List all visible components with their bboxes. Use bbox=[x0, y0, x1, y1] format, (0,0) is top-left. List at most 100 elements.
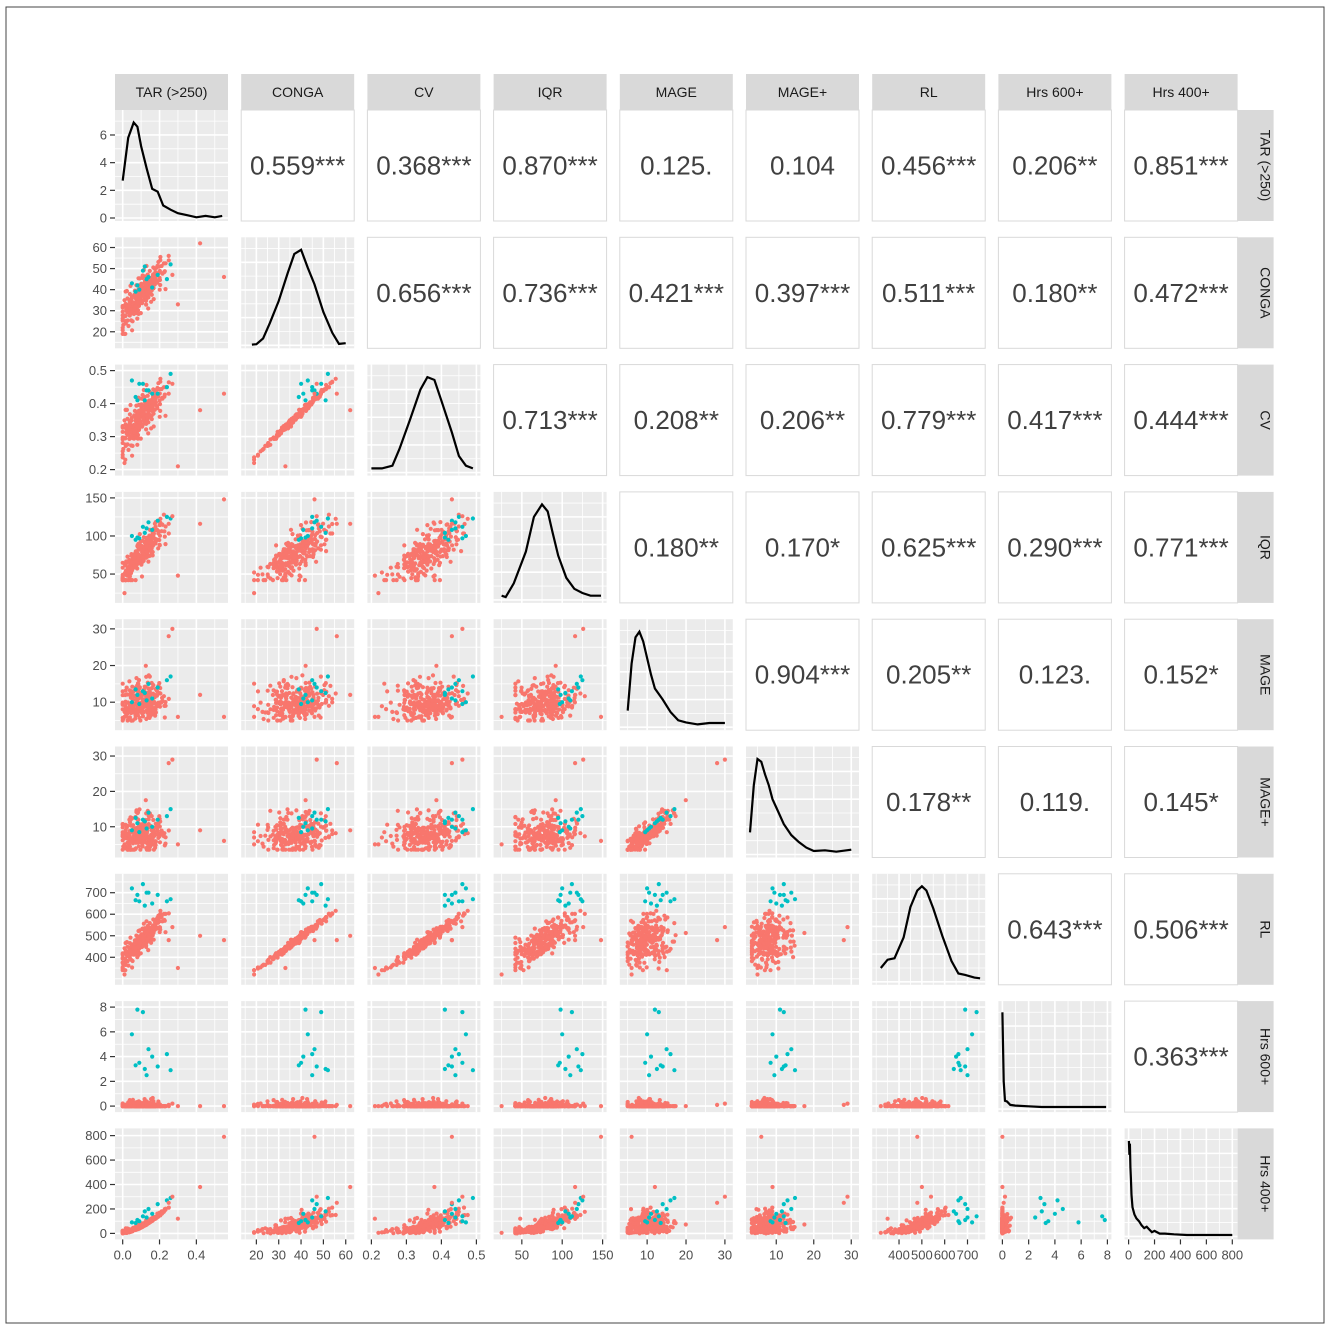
data-point bbox=[137, 686, 142, 691]
data-point bbox=[278, 706, 284, 712]
data-point bbox=[124, 832, 129, 837]
data-point bbox=[536, 705, 541, 710]
data-point bbox=[558, 808, 563, 813]
data-point bbox=[296, 815, 301, 821]
data-point bbox=[421, 566, 427, 571]
data-point bbox=[537, 694, 542, 699]
data-point bbox=[133, 898, 138, 903]
data-point bbox=[420, 532, 425, 537]
data-point bbox=[394, 833, 399, 838]
data-point bbox=[418, 828, 423, 833]
data-point bbox=[135, 821, 140, 826]
correlation-label: 0.771*** bbox=[1133, 532, 1228, 562]
data-point bbox=[252, 842, 257, 847]
data-point bbox=[385, 689, 390, 694]
data-point bbox=[573, 634, 578, 639]
data-point bbox=[163, 542, 168, 547]
data-point bbox=[287, 690, 292, 696]
data-point bbox=[142, 819, 147, 824]
data-point bbox=[421, 839, 427, 844]
data-point bbox=[133, 815, 138, 821]
data-point bbox=[145, 393, 150, 398]
data-point bbox=[390, 572, 395, 577]
data-point bbox=[133, 289, 138, 294]
data-point bbox=[273, 556, 278, 561]
correlation-label: 0.851*** bbox=[1133, 151, 1228, 181]
data-point bbox=[268, 955, 273, 960]
data-point bbox=[313, 842, 318, 847]
data-point bbox=[285, 422, 290, 428]
panel-tar-250-vs-iqr: 0.870*** bbox=[493, 109, 608, 222]
data-point bbox=[558, 821, 563, 826]
data-point bbox=[539, 817, 544, 822]
data-point bbox=[548, 715, 553, 720]
data-point bbox=[293, 839, 298, 844]
panel-tar-250-vs-conga: 0.559*** bbox=[240, 109, 355, 222]
data-point bbox=[127, 313, 132, 318]
data-point bbox=[276, 832, 281, 837]
data-point bbox=[395, 688, 400, 693]
data-point bbox=[432, 828, 437, 833]
data-point bbox=[540, 716, 545, 721]
data-point bbox=[146, 842, 151, 848]
data-point bbox=[408, 559, 413, 564]
data-point bbox=[122, 298, 127, 303]
data-point bbox=[432, 692, 437, 698]
data-point bbox=[129, 417, 134, 423]
data-point bbox=[120, 681, 125, 686]
data-point bbox=[170, 626, 175, 632]
data-point bbox=[144, 549, 149, 555]
data-point bbox=[164, 277, 169, 282]
data-point bbox=[198, 241, 203, 246]
data-point bbox=[650, 817, 656, 822]
data-point bbox=[546, 814, 552, 819]
data-point bbox=[144, 831, 149, 836]
correlation-panel bbox=[997, 109, 1112, 222]
data-point bbox=[518, 842, 523, 847]
data-point bbox=[537, 824, 542, 830]
data-point bbox=[456, 678, 461, 683]
data-point bbox=[328, 683, 333, 689]
data-point bbox=[319, 381, 324, 386]
data-point bbox=[532, 710, 538, 715]
data-point bbox=[578, 831, 583, 836]
data-point bbox=[683, 798, 688, 803]
data-point bbox=[311, 834, 316, 839]
data-point bbox=[449, 714, 454, 720]
panel-mage-vs-conga bbox=[241, 746, 355, 858]
data-point bbox=[122, 709, 127, 715]
data-point bbox=[141, 535, 146, 540]
data-point bbox=[140, 882, 145, 887]
data-point bbox=[170, 925, 175, 930]
data-point bbox=[124, 431, 129, 436]
data-point bbox=[414, 686, 419, 691]
data-point bbox=[158, 408, 163, 413]
data-point bbox=[147, 935, 152, 940]
data-point bbox=[445, 832, 450, 837]
data-point bbox=[303, 407, 308, 412]
data-point bbox=[310, 678, 315, 683]
data-point bbox=[134, 676, 139, 681]
data-point bbox=[305, 533, 310, 539]
data-point bbox=[454, 817, 459, 823]
data-point bbox=[166, 634, 171, 639]
data-point bbox=[141, 839, 146, 844]
data-point bbox=[410, 689, 415, 694]
data-point bbox=[410, 572, 415, 577]
data-point bbox=[283, 573, 288, 578]
data-point bbox=[580, 814, 585, 819]
data-point bbox=[151, 265, 156, 270]
panel-cv-vs-tar-250 bbox=[115, 364, 228, 476]
correlation-label: 0.123. bbox=[1019, 660, 1091, 690]
data-point bbox=[326, 835, 331, 840]
data-point bbox=[258, 833, 263, 839]
data-point bbox=[421, 571, 426, 576]
data-point bbox=[170, 381, 175, 386]
data-point bbox=[274, 713, 279, 718]
data-point bbox=[534, 816, 539, 821]
data-point bbox=[318, 674, 323, 679]
data-point bbox=[129, 443, 134, 448]
data-point bbox=[255, 453, 260, 458]
data-point bbox=[426, 808, 431, 813]
data-point bbox=[124, 952, 129, 957]
